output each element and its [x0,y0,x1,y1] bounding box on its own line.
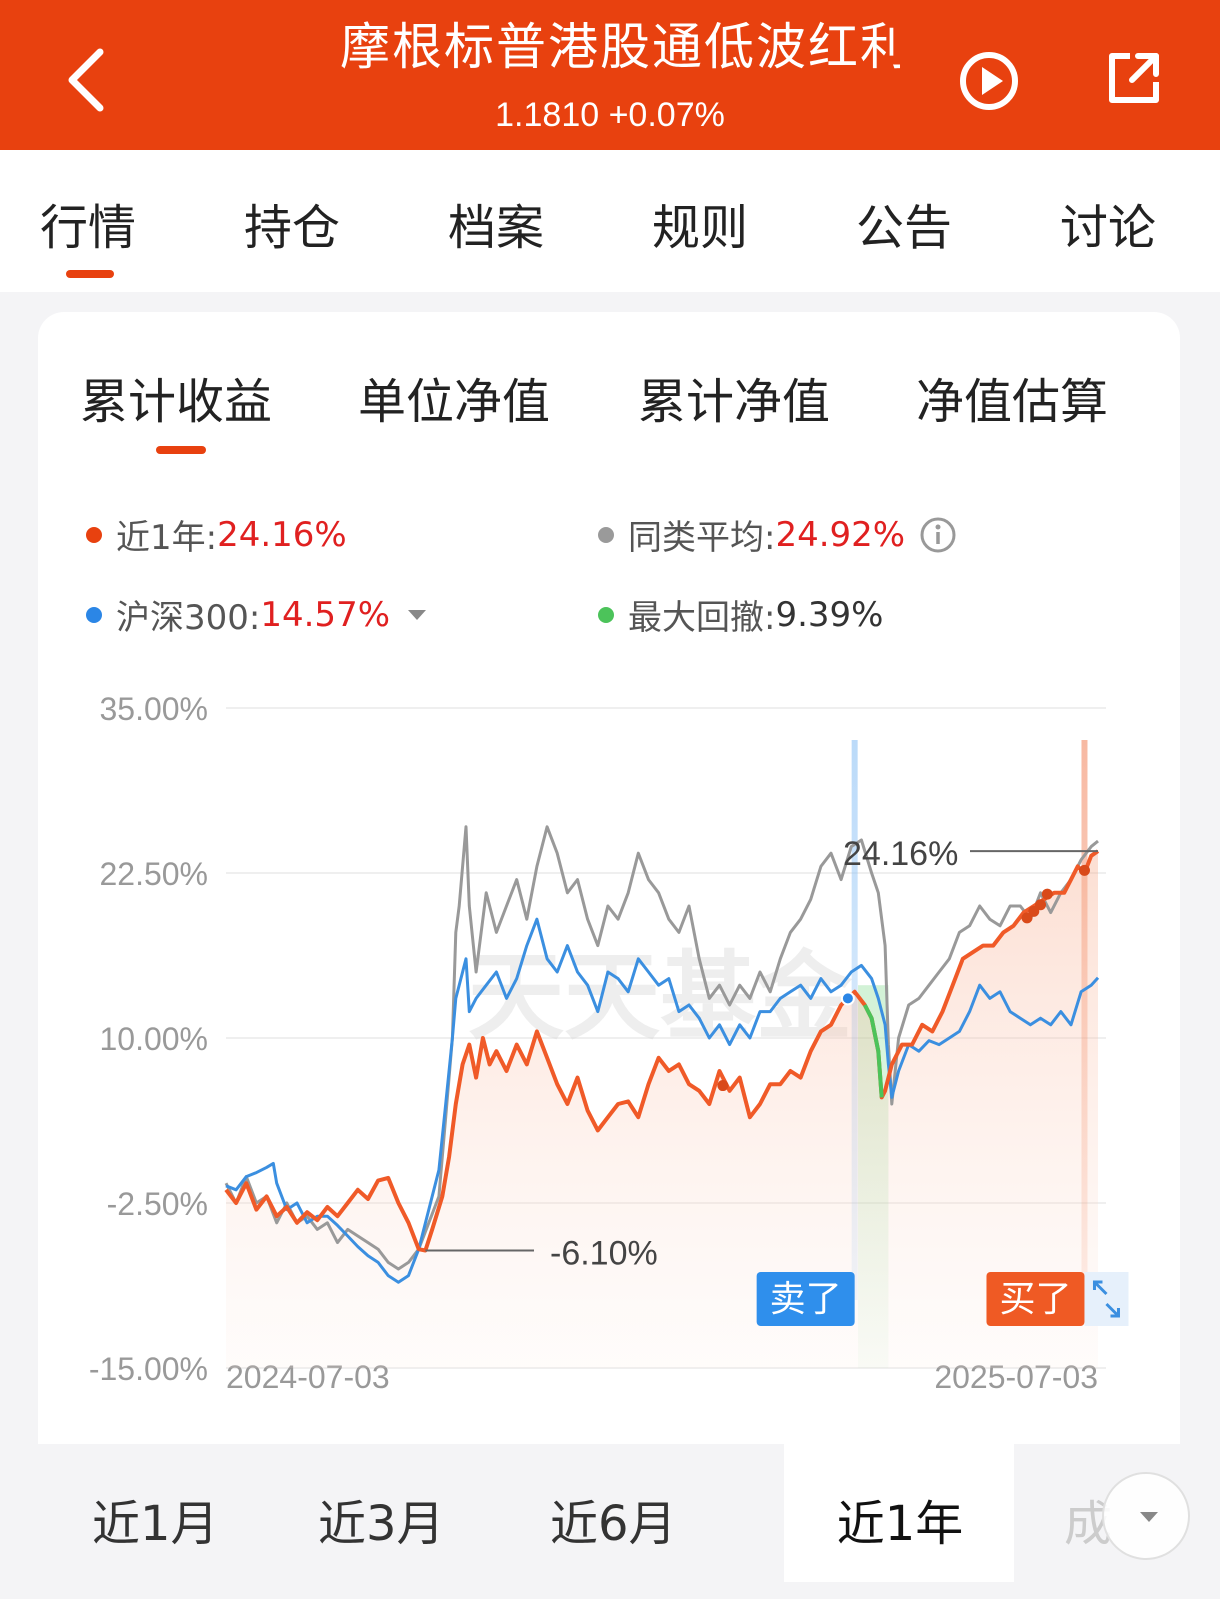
max-drawdown-line [863,1004,884,1098]
chart-lines [224,825,1100,1284]
chart-annotations: 24.16% -6.10% 卖了 买了 [425,835,1129,1326]
range-3-month[interactable]: 近3月 [318,1496,445,1552]
legend-peer: 同类平均: 24.92% [598,510,957,559]
fund-area [226,851,1098,1368]
legend-fund-label: 近1年: [116,518,218,558]
sell-tag[interactable] [756,1272,855,1326]
legend-dot-fund [86,526,102,543]
buy-point-dot [717,1080,729,1092]
y-axis-ticks: 35.00% 22.50% 10.00% -2.50% -15.00% [89,691,208,1387]
chevron-left-icon[interactable] [58,44,118,116]
legend-index-label: 沪深300: [116,598,261,638]
legend-index[interactable]: 沪深300: 14.57% [86,590,427,639]
play-circle-icon[interactable] [958,50,1020,112]
fund-title: 摩根标普港股通低波红利 [340,18,900,76]
subtab-indicator [156,446,206,454]
tab-holdings[interactable]: 持仓 [244,200,341,256]
tab-profile[interactable]: 档案 [448,200,545,256]
y-tick-label: 10.00% [99,1021,208,1057]
buy-point-dot [1041,888,1053,900]
chart-watermark: 天天基金 [468,941,853,1053]
range-1-month[interactable]: 近1月 [92,1496,219,1552]
main-tab-indicator [66,270,114,278]
expand-icon-arrow [1093,1280,1108,1296]
legend-drawdown: 最大回撤: 9.39% [598,590,883,639]
legend-fund: 近1年: 24.16% [86,510,347,559]
buy-point-dot [1021,912,1033,924]
legend-peer-label: 同类平均: [628,518,776,558]
legend-fund-value: 24.16% [217,514,347,555]
top-bar: 摩根标普港股通低波红利 1.1810 +0.07% [0,0,1220,150]
fund-price-line: 1.1810 +0.07% [495,96,725,134]
min-annotation-label: -6.10% [550,1235,658,1273]
tab-announcements[interactable]: 公告 [856,200,953,256]
expand-icon-arrow [1105,1302,1120,1318]
fund-area-fill [226,851,1098,1368]
sell-tag-label: 卖了 [770,1279,842,1320]
buy-point-dot [1028,905,1040,917]
chevron-down-icon [1140,1512,1158,1522]
y-tick-label: 22.50% [99,856,208,892]
y-tick-label: -15.00% [89,1351,208,1387]
range-1-year[interactable]: 近1年 [836,1496,964,1552]
legend-peer-value: 24.92% [775,514,906,555]
chevron-down-icon[interactable] [408,609,427,620]
fund-return-line [224,849,1100,1253]
y-tick-label: 35.00% [99,691,208,727]
expand-icon[interactable] [1084,1272,1129,1326]
legend-dot-index [86,606,102,623]
subtab-cumulative-return[interactable]: 累计收益 [80,374,273,430]
tab-market[interactable]: 行情 [40,200,137,256]
subtab-nav-estimate[interactable]: 净值估算 [916,374,1109,430]
subtab-cumulative-nav[interactable]: 累计净值 [638,374,831,430]
buy-point-dot [1035,899,1047,911]
buy-tag[interactable] [986,1272,1085,1326]
info-circle-icon[interactable] [919,516,957,554]
legend-index-value: 14.57% [260,594,391,635]
chart-card: 累计收益 单位净值 累计净值 净值估算 近1年: 24.16% 同类平均: 24… [38,312,1180,1582]
tab-discussion[interactable]: 讨论 [1060,200,1157,256]
legend-dot-peer [598,526,614,543]
range-more-button[interactable] [1102,1472,1190,1560]
y-tick-label: -2.50% [107,1186,208,1222]
legend-drawdown-label: 最大回撤: [628,598,776,638]
fund-title-wrap: 摩根标普港股通低波红利 [340,14,900,80]
range-tabs: 近1月 近3月 近6月 近1年 成 [38,1444,1190,1582]
sell-point-dot [840,991,855,1006]
peer-average-line [224,825,1099,1271]
legend-drawdown-value: 9.39% [775,594,884,635]
main-tabs: 行情 持仓 档案 规则 公告 讨论 [0,150,1220,292]
return-line-chart[interactable]: 35.00%22.50%10.00%-2.50%-15.00% 2024-07-… [0,650,1220,1410]
buy-point-dot [1078,864,1090,876]
tab-rules[interactable]: 规则 [652,200,749,256]
max-annotation-label: 24.16% [843,835,958,873]
subtab-unit-nav[interactable]: 单位净值 [358,374,551,430]
range-6-month[interactable]: 近6月 [550,1496,677,1552]
csi300-line [225,917,1100,1284]
expand-icon-bg [1084,1272,1129,1326]
legend-dot-drawdown [598,606,614,623]
buy-tag-label: 买了 [999,1279,1071,1320]
range-active-bg [784,1444,1014,1582]
share-icon[interactable] [1104,48,1164,108]
